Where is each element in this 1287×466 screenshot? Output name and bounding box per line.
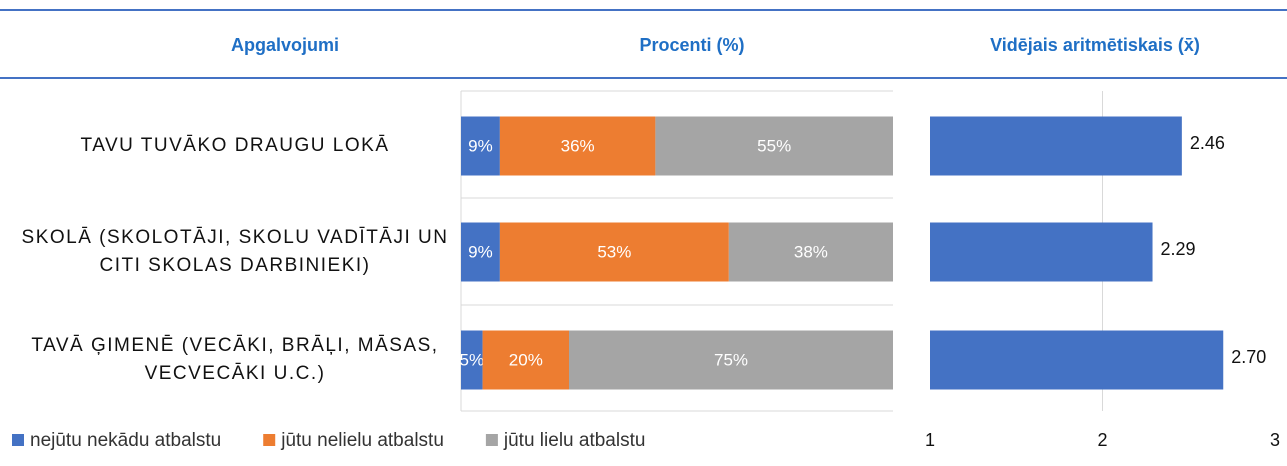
x-tick-label: 3: [1270, 430, 1280, 450]
bar-segment: [461, 222, 500, 282]
bar-segment: [728, 222, 893, 282]
legend-label: jūtu lielu atbalstu: [503, 430, 646, 451]
chart-title: Procenti (%): [639, 35, 744, 55]
category-label: SKOLĀ (SKOLOTĀJI, SKOLU VADĪTĀJI UN CITI…: [21, 227, 449, 276]
data-label: 9%: [468, 136, 493, 155]
data-label: 2.46: [1190, 133, 1225, 153]
chart-title: Vidējais aritmētiskais (x̄): [990, 35, 1200, 55]
data-label: 5%: [460, 350, 485, 369]
legend-swatch: [12, 434, 24, 446]
x-tick-label: 1: [925, 430, 935, 450]
legend-label: jūtu nelielu atbalstu: [280, 430, 444, 451]
bar-segment: [569, 330, 893, 390]
legend-label: nejūtu nekādu atbalstu: [30, 430, 221, 451]
bar-segment: [499, 222, 729, 282]
bar: [930, 116, 1182, 176]
category-label: TAVĀ ĢIMENĒ (VECĀKI, BRĀĻI, MĀSAS, VECVE…: [31, 335, 439, 384]
data-label: 36%: [561, 136, 595, 155]
bar-segment: [461, 116, 500, 176]
data-label: 2.29: [1161, 239, 1196, 259]
category-label: TAVU TUVĀKO DRAUGU LOKĀ: [80, 135, 390, 156]
data-label: 55%: [757, 136, 791, 155]
bar: [930, 222, 1153, 282]
data-label: 2.70: [1231, 347, 1266, 367]
bar: [930, 330, 1224, 390]
legend-swatch: [485, 434, 498, 446]
column-header: Apgalvojumi: [231, 35, 339, 55]
data-label: 75%: [714, 350, 748, 369]
data-label: 20%: [509, 350, 543, 369]
bar-segment: [482, 330, 569, 390]
data-label: 9%: [468, 242, 493, 261]
bar-segment: [655, 116, 893, 176]
bar-segment: [499, 116, 656, 176]
bar-segment: [461, 330, 483, 390]
data-label: 53%: [597, 242, 631, 261]
data-label: 38%: [794, 242, 828, 261]
x-tick-label: 2: [1097, 430, 1107, 450]
legend-swatch: [263, 434, 276, 446]
